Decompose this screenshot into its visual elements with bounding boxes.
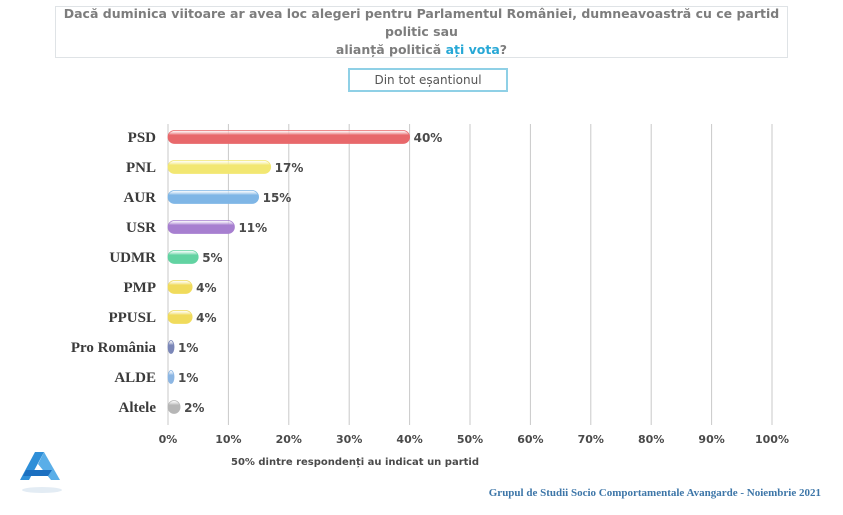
survey-question: Dacă duminica viitoare ar avea loc alege…: [55, 6, 788, 58]
footer-separator: -: [737, 487, 747, 499]
value-label: 1%: [178, 371, 198, 385]
bar: [167, 340, 175, 354]
avangarde-logo-icon: [20, 452, 62, 493]
bar: [167, 250, 199, 264]
bar: [167, 280, 193, 294]
x-tick-label: 100%: [755, 433, 789, 446]
category-label: Altele: [119, 400, 157, 416]
bar: [167, 310, 193, 324]
bar: [167, 370, 175, 384]
x-tick-label: 40%: [396, 433, 422, 446]
category-label: PPUSL: [108, 310, 156, 326]
bar: [167, 130, 411, 144]
x-tick-label: 70%: [578, 433, 604, 446]
category-label: UDMR: [109, 250, 156, 266]
category-label: PNL: [126, 160, 156, 176]
value-label: 40%: [414, 131, 443, 145]
category-label: USR: [126, 220, 156, 236]
value-label: 1%: [178, 341, 198, 355]
footer-date: Noiembrie 2021: [746, 487, 821, 499]
category-label: AUR: [124, 190, 157, 206]
value-label: 11%: [238, 221, 267, 235]
x-tick-label: 90%: [698, 433, 724, 446]
category-label: ALDE: [114, 370, 156, 386]
value-label: 15%: [263, 191, 292, 205]
bar: [167, 160, 272, 174]
bar: [167, 400, 181, 414]
category-label: Pro România: [71, 340, 157, 356]
sample-filter-button[interactable]: Din tot eșantionul: [348, 68, 508, 92]
question-line-1: Dacă duminica viitoare ar avea loc alege…: [63, 6, 780, 39]
x-axis-note: 50% dintre respondenți au indicat un par…: [231, 457, 479, 468]
category-label: PSD: [128, 130, 157, 146]
question-line-2-prefix: alianță politică: [335, 42, 446, 57]
x-tick-label: 50%: [457, 433, 483, 446]
x-tick-label: 30%: [336, 433, 362, 446]
question-line-2: alianță politică ați vota?: [336, 41, 507, 59]
value-label: 2%: [184, 401, 204, 415]
value-label: 4%: [196, 311, 216, 325]
value-label: 4%: [196, 281, 216, 295]
x-tick-label: 0%: [159, 433, 178, 446]
question-line-2-suffix: ?: [499, 42, 508, 57]
footer-attribution: Grupul de Studii Socio Comportamentale A…: [489, 487, 821, 499]
category-label: PMP: [124, 280, 156, 296]
x-tick-label: 10%: [215, 433, 241, 446]
value-label: 17%: [275, 161, 304, 175]
bar: [167, 190, 259, 204]
bar: [167, 220, 235, 234]
x-tick-label: 80%: [638, 433, 664, 446]
footer-source: Grupul de Studii Socio Comportamentale A…: [488, 487, 738, 499]
x-tick-label: 60%: [517, 433, 543, 446]
question-highlight: ați vota: [445, 42, 500, 57]
value-label: 5%: [202, 251, 222, 265]
x-tick-label: 20%: [276, 433, 302, 446]
